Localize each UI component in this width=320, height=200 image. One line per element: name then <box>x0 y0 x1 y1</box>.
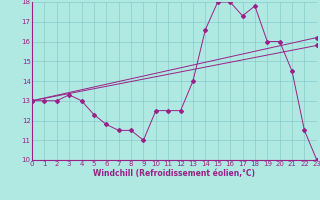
X-axis label: Windchill (Refroidissement éolien,°C): Windchill (Refroidissement éolien,°C) <box>93 169 255 178</box>
